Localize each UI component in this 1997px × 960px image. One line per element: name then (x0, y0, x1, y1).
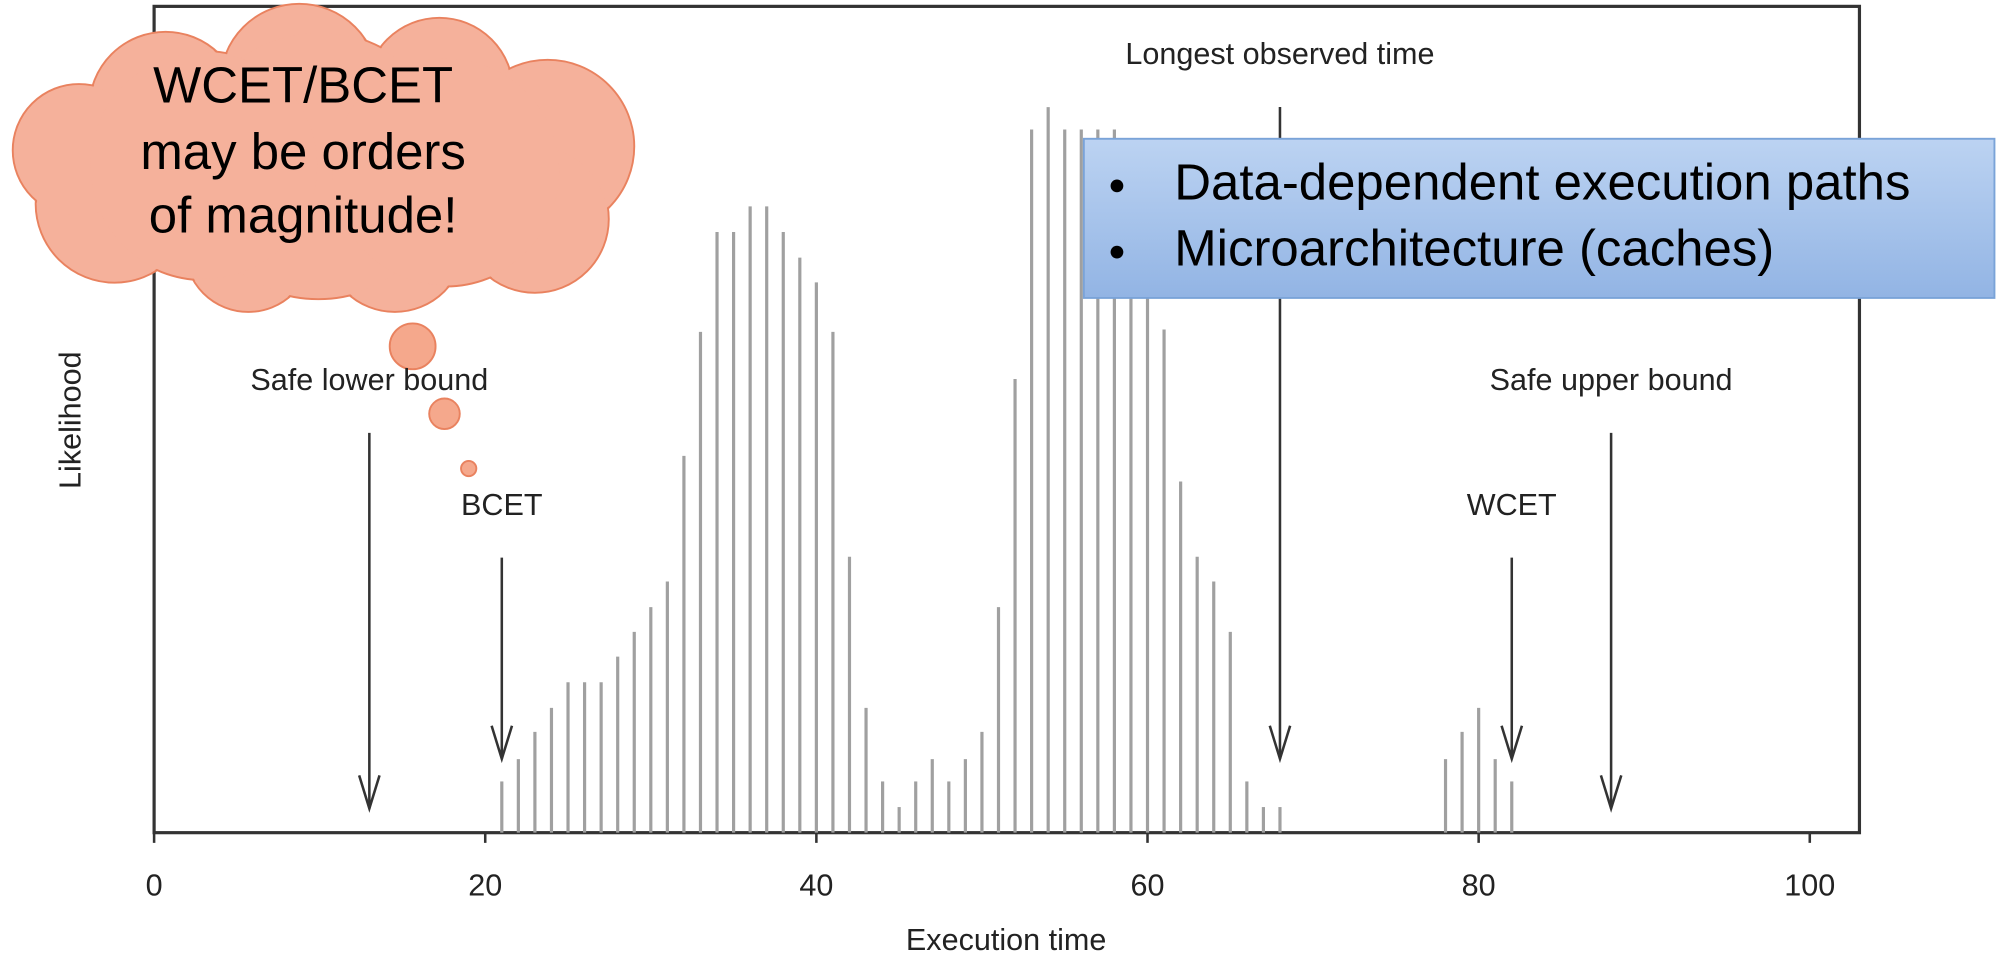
note-box (1082, 137, 1996, 299)
annotation-label: BCET (461, 488, 542, 522)
plot (152, 106, 1812, 843)
x-tick-label: 60 (1131, 869, 1165, 903)
x-tick-label: 100 (1784, 869, 1835, 903)
arrow-head (1500, 725, 1524, 764)
arrow-head (1599, 775, 1623, 813)
annotation-label: Safe lower bound (250, 363, 488, 397)
annotation-label: WCET (1467, 488, 1557, 522)
note-item: Microarchitecture (caches) (1174, 220, 1774, 277)
cloud-fill (90, 52, 318, 279)
thought-bubble (428, 397, 461, 431)
x-axis-label: Execution time (906, 923, 1106, 957)
x-tick-label: 40 (799, 869, 833, 903)
note-item: Data-dependent execution paths (1174, 153, 1910, 210)
thought-bubble (460, 459, 478, 478)
x-tick-label: 0 (146, 869, 163, 903)
callout-line: WCET/BCET (153, 57, 453, 114)
arrow-head (357, 775, 381, 813)
callout-cloud (11, 2, 636, 478)
callout-line: may be orders (140, 123, 466, 180)
arrow-head (490, 725, 514, 764)
thought-bubble (388, 322, 437, 371)
bullet (1110, 245, 1124, 259)
callout-line: of magnitude! (149, 186, 458, 243)
x-tick-label: 80 (1462, 869, 1496, 903)
y-axis-label: Likelihood (54, 351, 88, 489)
x-tick-label: 20 (468, 869, 502, 903)
arrow-head (1268, 725, 1292, 764)
cloud-fill (332, 58, 560, 286)
annotation-label: Longest observed time (1125, 37, 1434, 71)
annotation-label: Safe upper bound (1490, 363, 1733, 397)
bullet (1110, 179, 1124, 193)
